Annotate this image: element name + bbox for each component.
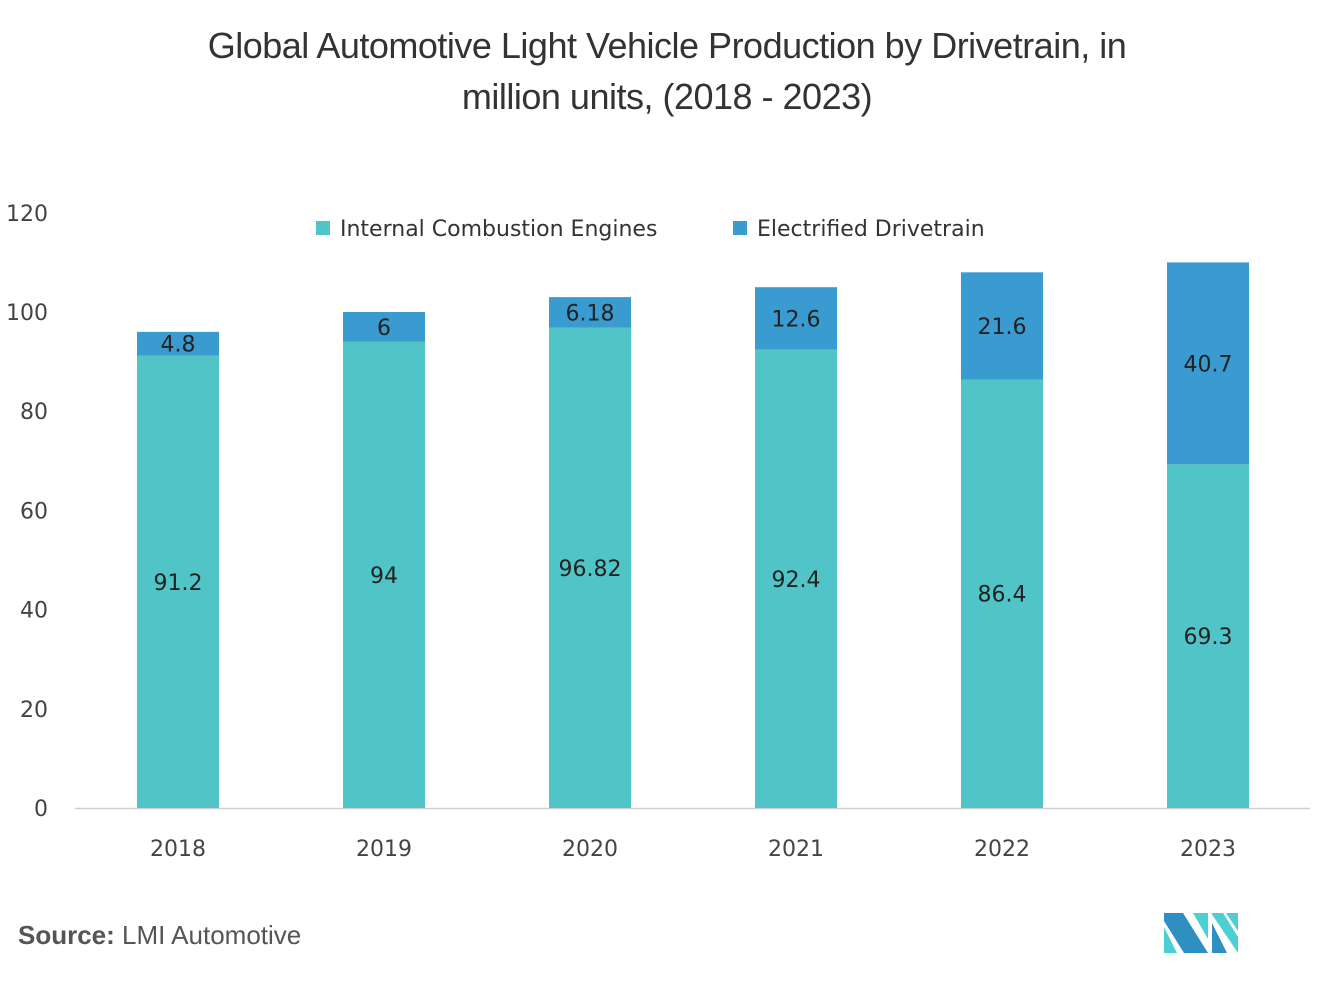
y-tick-label: 40 [20, 599, 48, 624]
chart-title-line1: Global Automotive Light Vehicle Producti… [207, 25, 1127, 66]
chart-title-line2: million units, (2018 - 2023) [461, 76, 873, 117]
bar-segment-ice [1167, 464, 1249, 808]
bar-segment-ice [755, 349, 837, 808]
bar-segment-electrified [755, 287, 837, 350]
y-tick-label: 20 [20, 698, 48, 723]
data-label: 12.6 [772, 307, 821, 332]
x-tick-label: 2023 [1180, 837, 1236, 862]
bar-segment-ice [137, 355, 219, 808]
stacked-bar-chart: 0 20 40 60 80 100 120 91.2 4.8 2018 94 6 2019 96.82 6.… [6, 202, 1310, 862]
source-text: LMI Automotive [122, 920, 302, 950]
y-tick-label: 100 [6, 301, 48, 326]
data-label: 6.18 [566, 301, 615, 326]
data-label: 6 [377, 316, 391, 341]
data-label: 86.4 [978, 583, 1027, 608]
data-label: 21.6 [978, 315, 1027, 340]
data-label: 96.82 [559, 557, 622, 582]
x-tick-label: 2022 [974, 837, 1030, 862]
source-label: Source: [18, 920, 115, 950]
data-label: 91.2 [154, 571, 203, 596]
data-label: 40.7 [1184, 352, 1233, 377]
legend-swatch [316, 221, 330, 235]
data-label: 94 [370, 564, 398, 589]
y-tick-label: 120 [6, 202, 48, 227]
chart-title: Global Automotive Light Vehicle Producti… [0, 20, 1334, 122]
y-tick-label: 0 [34, 797, 48, 822]
bar-segment-electrified [961, 272, 1043, 380]
x-tick-label: 2019 [356, 837, 412, 862]
data-label: 92.4 [772, 568, 821, 593]
x-tick-label: 2020 [562, 837, 618, 862]
source-note: Source: LMI Automotive [18, 920, 301, 951]
bar-segment-electrified [137, 331, 219, 356]
bar-segment-electrified [343, 312, 425, 342]
x-tick-label: 2018 [150, 837, 206, 862]
y-tick-label: 80 [20, 400, 48, 425]
data-label: 4.8 [161, 333, 196, 358]
bar-segment-ice [961, 379, 1043, 808]
y-tick-label: 60 [20, 499, 48, 524]
legend-label: Internal Combustion Engines [340, 217, 657, 242]
legend-label: Electrified Drivetrain [757, 217, 985, 242]
legend-swatch [733, 221, 747, 235]
data-label: 69.3 [1184, 625, 1233, 650]
bar-segment-ice [343, 341, 425, 808]
bar-segment-ice [549, 327, 631, 808]
bar-segment-electrified [1167, 262, 1249, 465]
bar-segment-electrified [549, 297, 631, 328]
x-tick-label: 2021 [768, 837, 824, 862]
mordor-logo-icon [1164, 913, 1238, 953]
